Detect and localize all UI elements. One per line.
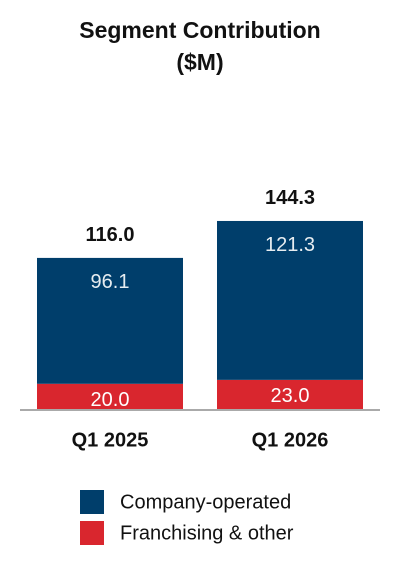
bar-segment (217, 220, 363, 380)
chart-title: Segment Contribution ($M) (79, 17, 321, 75)
value-label: 23.0 (271, 385, 310, 407)
legend-label: Company-operated (120, 491, 291, 513)
legend-swatch (80, 490, 104, 514)
legend-swatch (80, 521, 104, 545)
bar-segment (37, 257, 183, 384)
legend-label: Franchising & other (120, 522, 294, 544)
x-tick-label: Q1 2026 (252, 429, 329, 451)
bar-segment (217, 379, 363, 410)
value-label: 121.3 (265, 234, 315, 256)
x-tick-label: Q1 2025 (72, 429, 149, 451)
value-label: 20.0 (91, 389, 130, 411)
bar-segment (37, 383, 183, 410)
total-label: 144.3 (265, 187, 315, 209)
value-label: 96.1 (91, 271, 130, 293)
total-label: 116.0 (86, 224, 135, 246)
